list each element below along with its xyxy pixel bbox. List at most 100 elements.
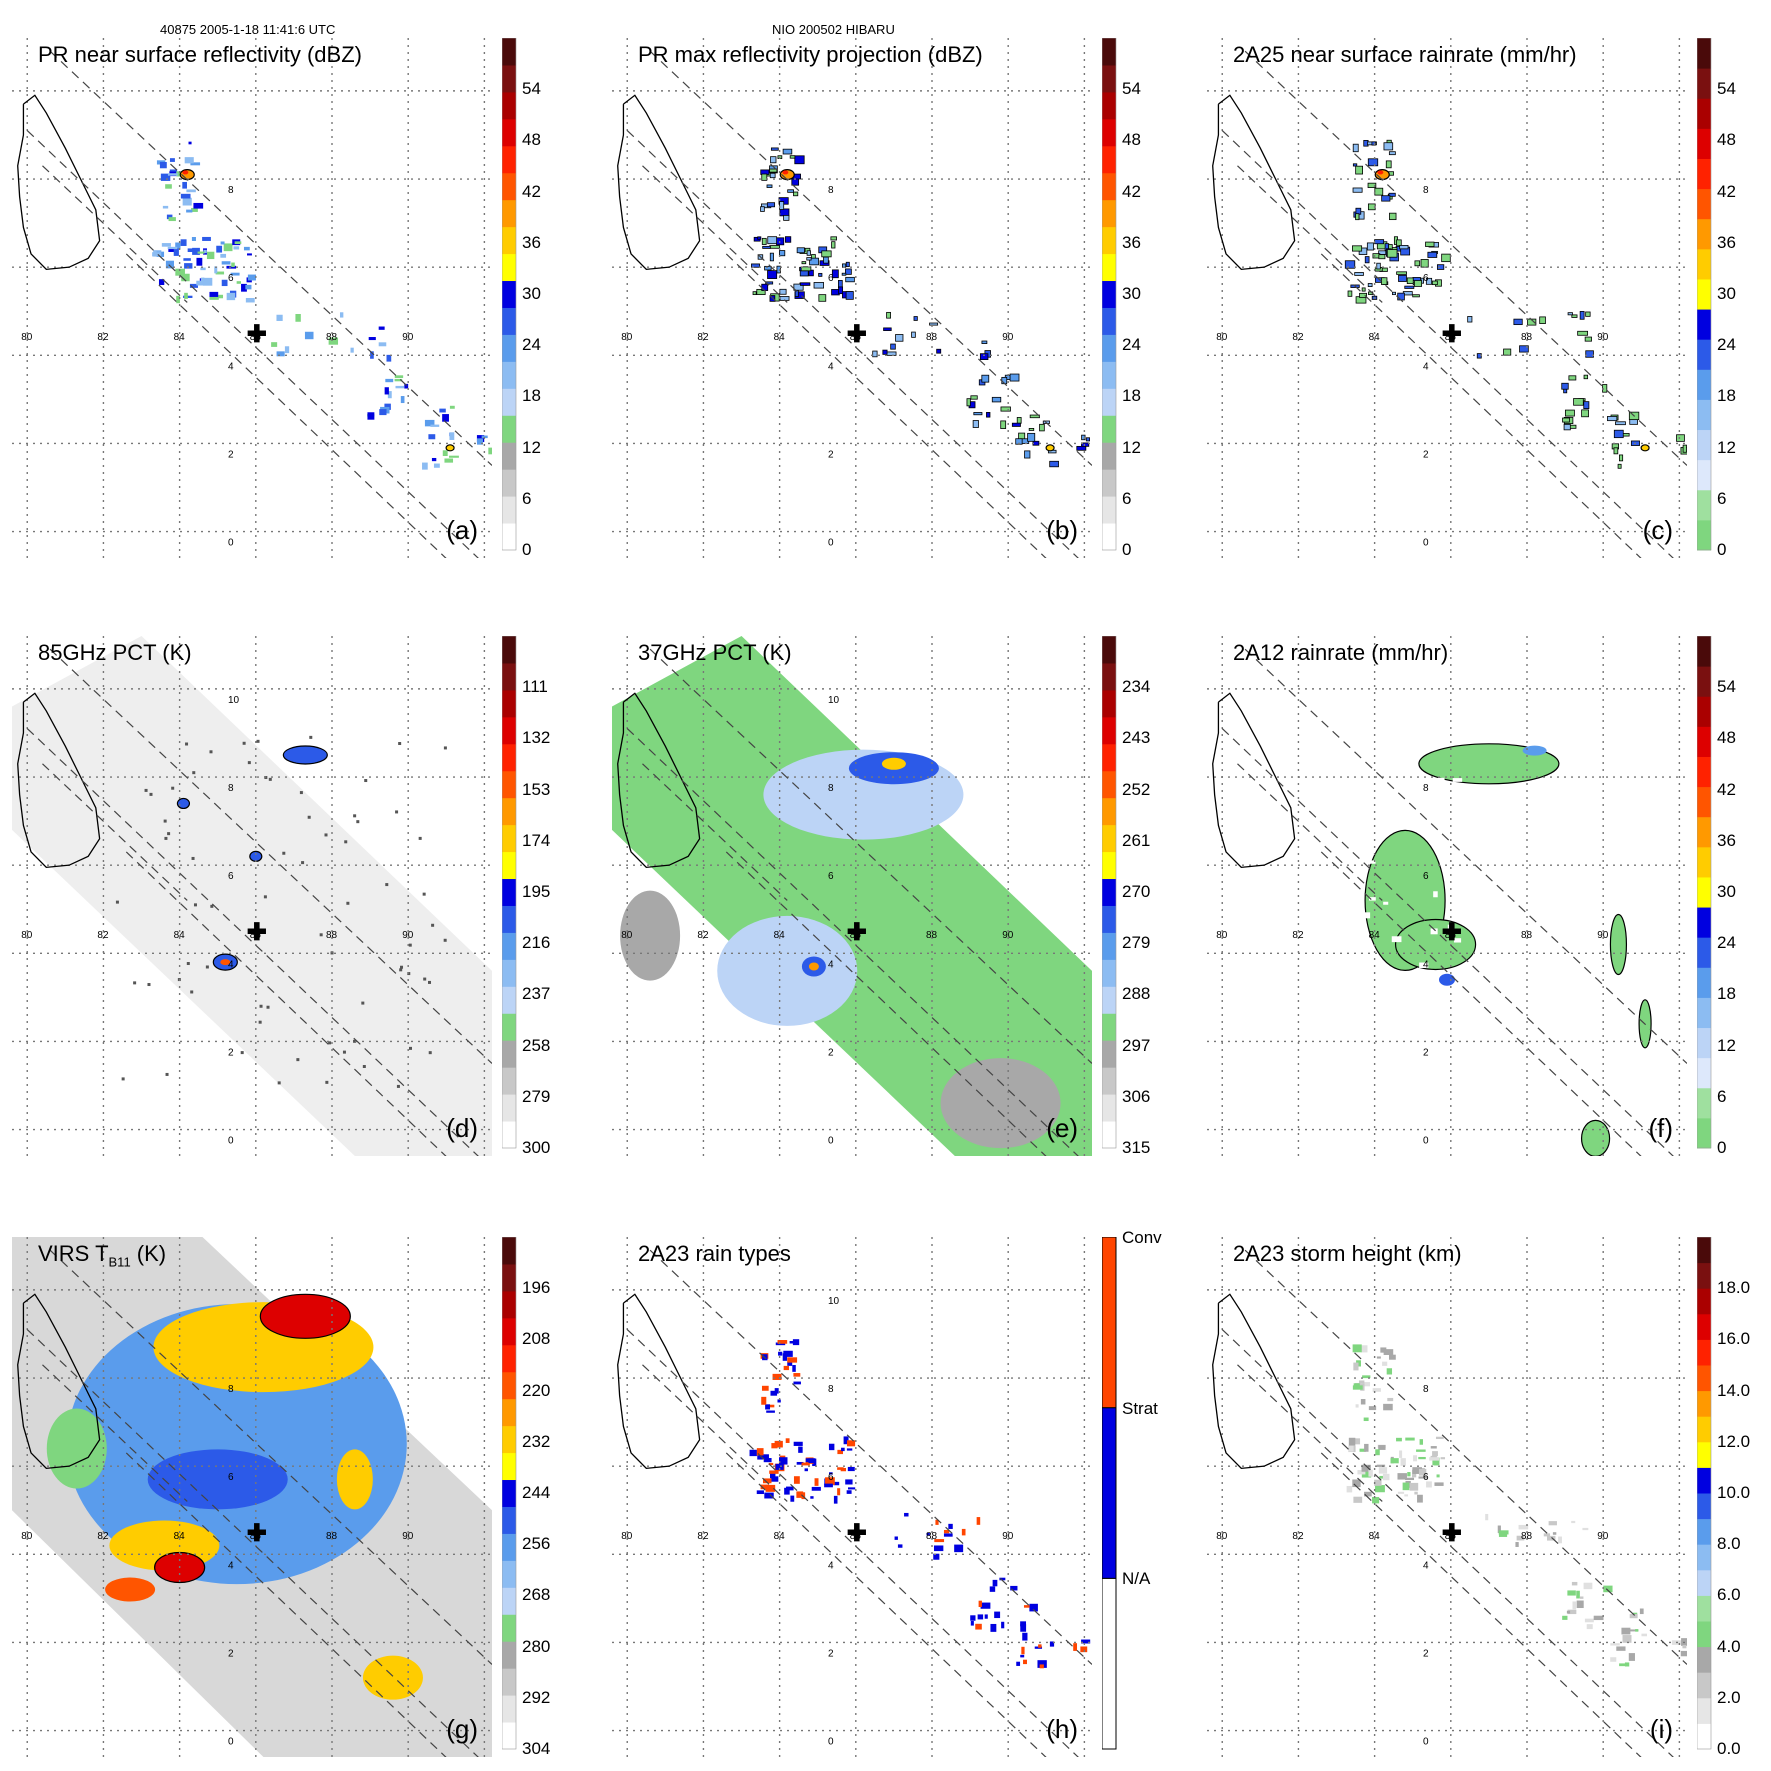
echo-pixel <box>1355 165 1363 175</box>
echo-pixel <box>979 353 989 361</box>
gap <box>1492 980 1501 987</box>
colorbar-tick-label: 12 <box>1717 437 1736 457</box>
echo-pixel <box>765 1484 776 1492</box>
colorbar-tick-label: 292 <box>522 1687 551 1707</box>
lon-tick-label: 86 <box>250 1531 262 1542</box>
colorbar-svg <box>1697 636 1712 1149</box>
colorbar-tick-label: 6 <box>1717 488 1727 508</box>
echo-core <box>782 170 789 175</box>
echo-pixel <box>1610 1643 1620 1646</box>
echo-pixel <box>992 1579 998 1587</box>
echo-pixel <box>1361 287 1366 292</box>
colorbar-segment <box>1102 1121 1116 1149</box>
echo-pixel <box>1009 373 1020 382</box>
colorbar-tick-label: 252 <box>1122 779 1151 799</box>
lat-tick-label: 6 <box>1423 273 1429 284</box>
echo-pixel <box>1404 1494 1409 1497</box>
echo-pixel <box>757 236 762 240</box>
dark-speck <box>147 983 151 987</box>
echo-pixel <box>243 246 250 251</box>
echo-pixel <box>1011 422 1021 427</box>
colorbar-tick-label: 6 <box>1717 1086 1727 1106</box>
echo-pixel <box>1374 1485 1385 1493</box>
echo-pixel <box>778 1351 783 1356</box>
echo-pixel <box>1426 1481 1432 1488</box>
lon-tick-label: 84 <box>774 1531 786 1542</box>
echo-pixel <box>1039 1664 1044 1669</box>
lat-tick-label: 6 <box>1423 871 1429 882</box>
colorbar-frame <box>502 1237 517 1750</box>
echo-pixel <box>1621 1627 1631 1635</box>
echo-pixel <box>980 1602 991 1609</box>
lat-tick-label: 2 <box>1423 1047 1429 1058</box>
pr-swath-edge <box>26 728 479 1156</box>
colorbar-segment <box>1697 636 1711 667</box>
echo-pixel <box>981 374 990 383</box>
echo-pixel <box>1414 260 1421 267</box>
dark-speck <box>209 750 213 754</box>
colorbar-tick-label: 12 <box>522 437 541 457</box>
echo-pixel <box>378 342 387 347</box>
pr-swath-edge <box>1244 648 1687 1064</box>
echo-pixel <box>1498 1530 1509 1535</box>
lat-tick-label: 10 <box>228 695 240 706</box>
echo-pixel <box>1383 142 1394 151</box>
colorbar-segment <box>1697 1595 1711 1622</box>
echo-pixel <box>761 237 767 245</box>
rain-core <box>1439 973 1455 986</box>
echo-pixel <box>749 1449 757 1457</box>
colorbar-segment <box>1102 145 1116 174</box>
echo-pixel <box>935 1519 939 1525</box>
dark-speck <box>165 1072 169 1076</box>
echo-pixel <box>1374 187 1384 196</box>
echo-pixel <box>1396 239 1402 247</box>
echo-pixel <box>841 272 847 276</box>
gap <box>1498 793 1504 799</box>
echo-pixel <box>756 1490 764 1495</box>
dark-speck <box>144 788 148 792</box>
echo-pixel <box>394 378 403 382</box>
echo-pixel <box>350 347 354 353</box>
pr-swath-edge <box>725 851 1047 1156</box>
panel-letter: (a) <box>446 515 478 545</box>
dark-speck <box>443 746 447 750</box>
echo-pixel <box>1359 292 1367 298</box>
colorbar-segment <box>1697 997 1711 1029</box>
colorbar-tick-label: 132 <box>522 728 551 748</box>
panel-title: 2A12 rainrate (mm/hr) <box>1233 640 1449 665</box>
echo-pixel <box>814 1478 819 1486</box>
echo-pixel <box>1397 1491 1405 1494</box>
echo-pixel <box>181 273 190 282</box>
colorbar-tick-label: 243 <box>1122 728 1151 748</box>
echo-pixel <box>1418 1468 1427 1476</box>
lon-tick-label: 88 <box>1521 332 1533 343</box>
gap <box>1506 814 1514 820</box>
lat-tick-label: 8 <box>828 185 834 196</box>
echo-pixel <box>206 251 215 260</box>
dark-speck <box>299 791 303 795</box>
lat-tick-label: 0 <box>828 1737 834 1748</box>
lon-tick-label: 80 <box>621 1531 633 1542</box>
echo-pixel <box>1616 1646 1626 1651</box>
echo-pixel <box>1346 1485 1353 1493</box>
pr-swath-edge <box>642 1364 788 1502</box>
colorbar-segment <box>502 1121 516 1149</box>
echo-pixel <box>1425 241 1435 247</box>
colorbar-segment <box>502 361 516 389</box>
panel-title: 2A25 near surface rainrate (mm/hr) <box>1233 42 1577 67</box>
echo-pixel <box>825 1477 835 1485</box>
echo-pixel <box>1583 401 1590 409</box>
echo-pixel <box>776 265 781 274</box>
colorbar-tick-label: 24 <box>522 335 541 355</box>
sri-lanka-coastline <box>1212 1293 1296 1470</box>
colorbar-segment <box>502 199 516 228</box>
map-a: 80 82 84 86 88 90 0 2 4 6 8 ✚ PR near surface reflec… <box>12 38 492 558</box>
lat-tick-label: 8 <box>228 783 234 794</box>
echo-pixel <box>189 283 198 288</box>
colorbar-segment <box>502 145 516 174</box>
pr-swath-edge <box>626 130 1079 558</box>
echo-pixel <box>1503 348 1512 356</box>
pr-swath-edge <box>642 763 788 901</box>
echo-pixel <box>783 1365 789 1371</box>
echo-pixel <box>933 1545 944 1552</box>
